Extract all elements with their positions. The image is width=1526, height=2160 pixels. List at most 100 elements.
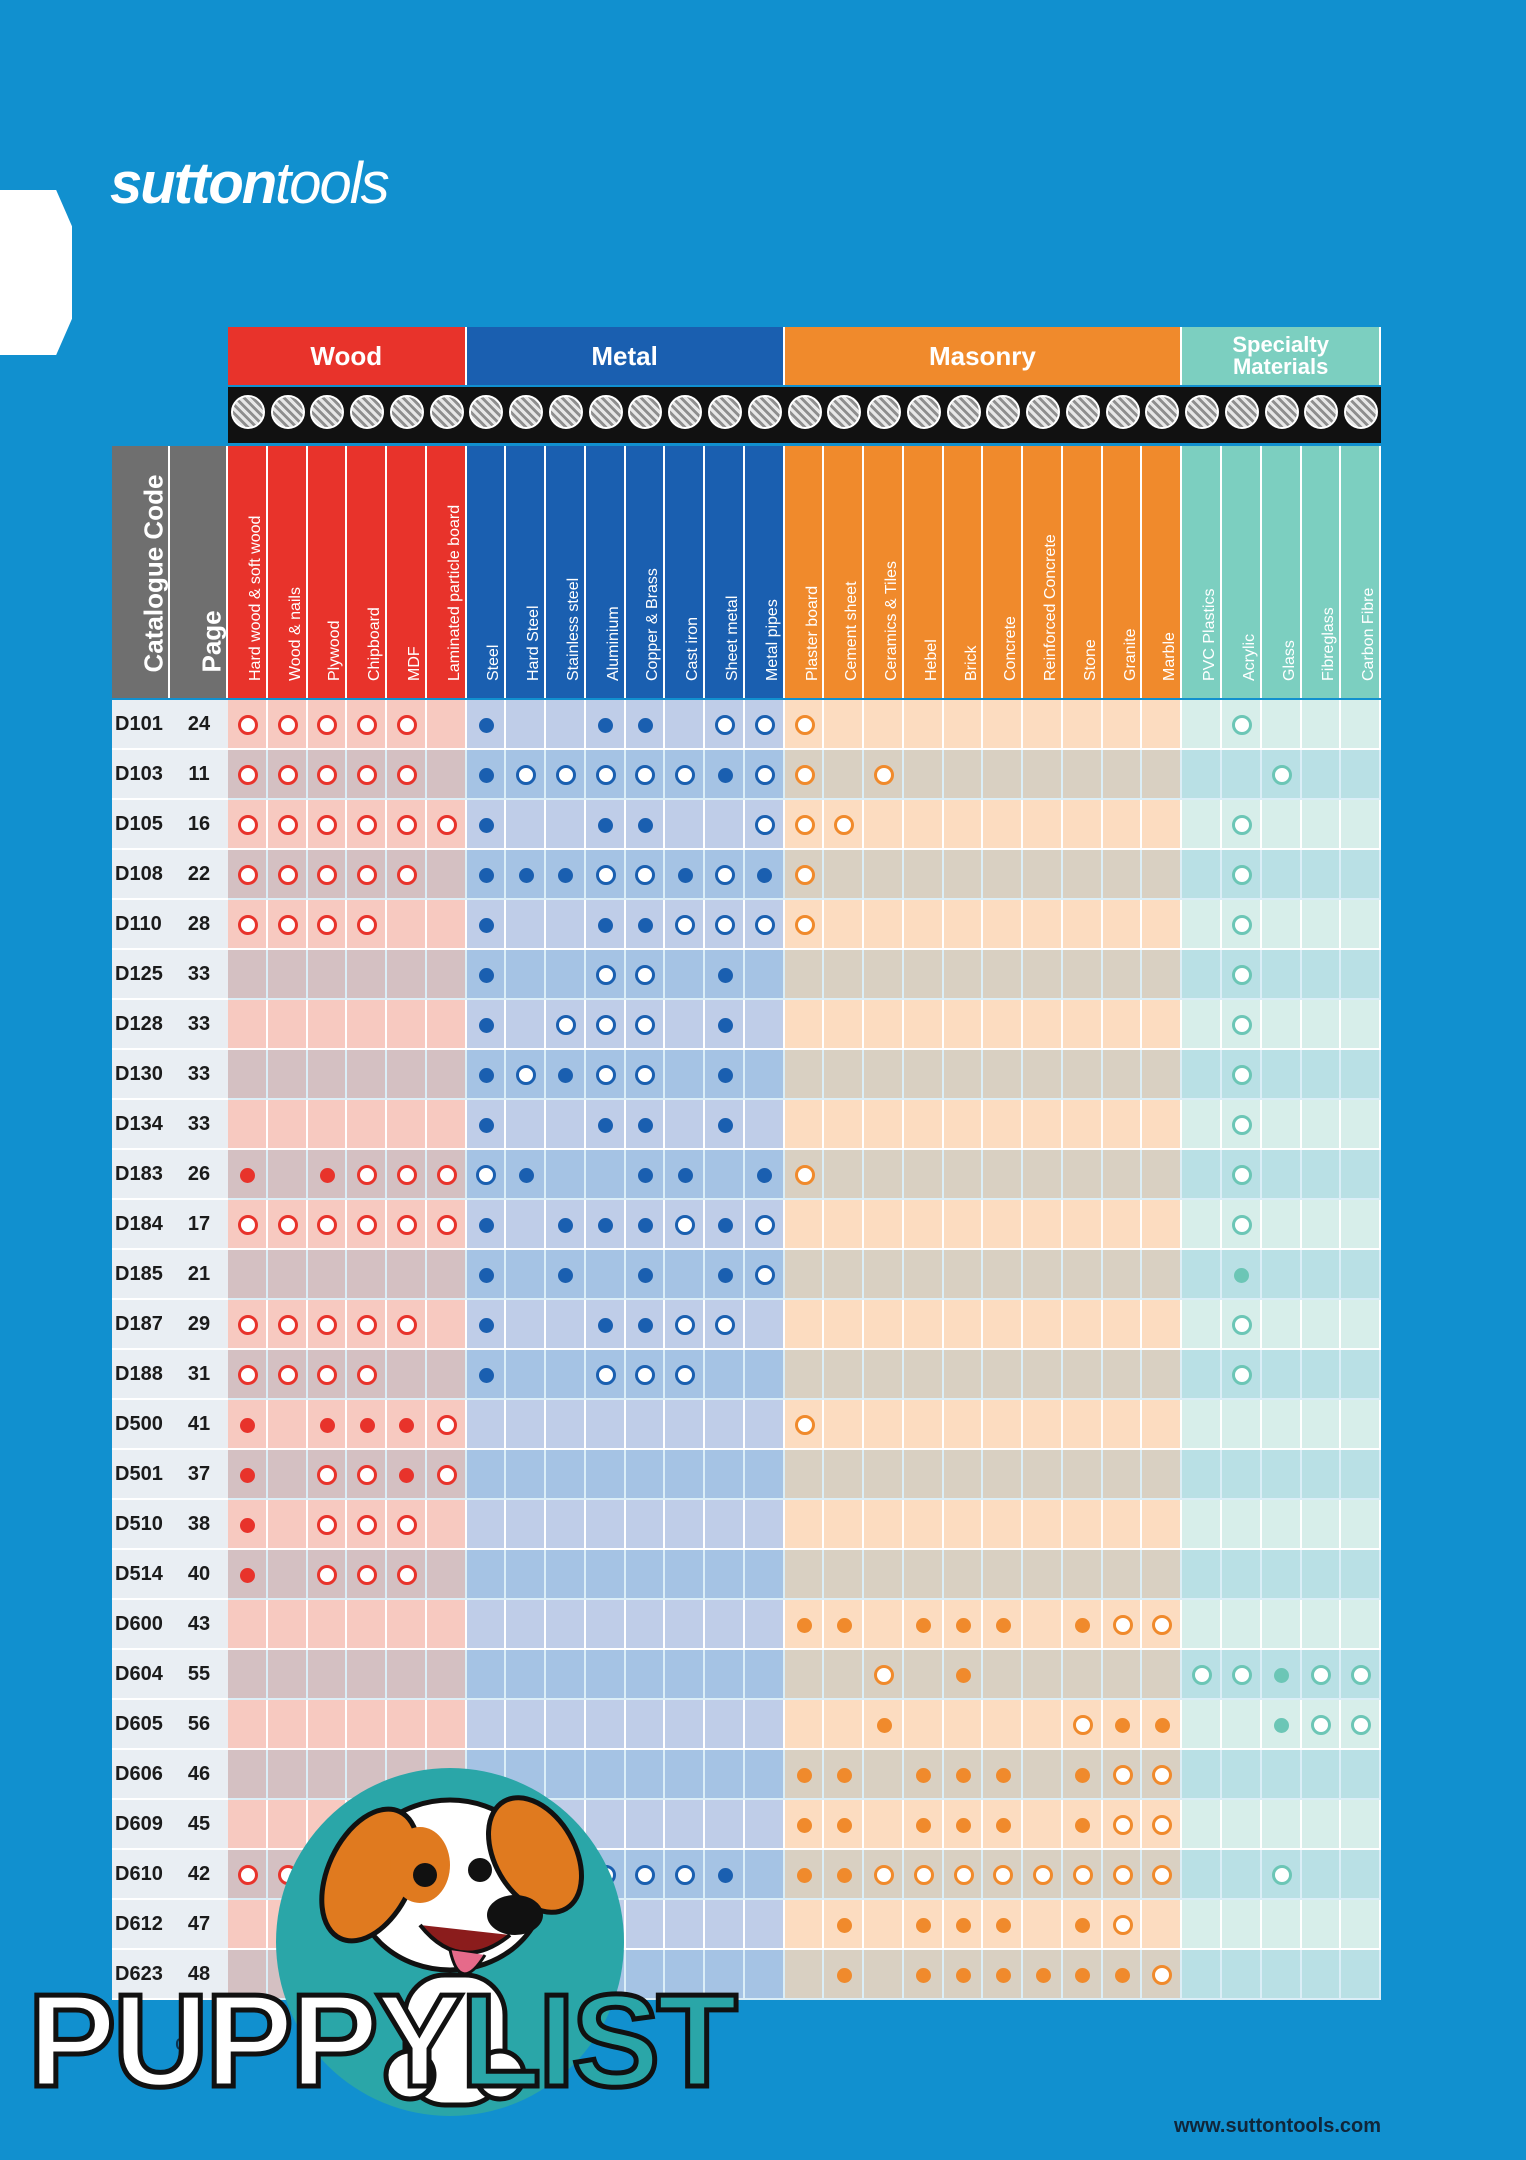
- material-label: Stainless steel: [564, 577, 582, 681]
- table-cell: [1301, 1500, 1342, 1550]
- catalogue-code[interactable]: D187: [112, 1300, 170, 1350]
- table-cell: [546, 950, 586, 1000]
- catalogue-code[interactable]: D600: [112, 1600, 170, 1650]
- table-cell: [1023, 1200, 1063, 1250]
- catalogue-code[interactable]: D606: [112, 1750, 170, 1800]
- table-cell: [1023, 1500, 1063, 1550]
- table-cell: [943, 1350, 984, 1400]
- table-cell: [625, 750, 666, 800]
- table-cell: [585, 1700, 626, 1750]
- catalogue-code[interactable]: D501: [112, 1450, 170, 1500]
- table-cell: [506, 1700, 547, 1750]
- suitable-dot: [1231, 1665, 1252, 1685]
- table-cell: [983, 1050, 1024, 1100]
- table-cell: [665, 1050, 706, 1100]
- catalogue-code[interactable]: D510: [112, 1500, 170, 1550]
- table-cell: [1023, 1400, 1063, 1450]
- primary-use-dot: [478, 917, 494, 933]
- catalogue-code[interactable]: D105: [112, 800, 170, 850]
- table-cell: [1301, 900, 1342, 950]
- table-cell: [1062, 1050, 1103, 1100]
- suitable-dot: [1112, 1865, 1133, 1885]
- table-cell: [1102, 1300, 1143, 1350]
- material-header: Copper & Brass: [625, 446, 666, 698]
- catalogue-code[interactable]: D110: [112, 900, 170, 950]
- table-cell: [1301, 1100, 1342, 1150]
- table-cell: [228, 1050, 268, 1100]
- table-cell: [347, 1650, 388, 1700]
- catalogue-code[interactable]: D514: [112, 1550, 170, 1600]
- catalogue-code[interactable]: D134: [112, 1100, 170, 1150]
- table-cell: [744, 1300, 785, 1350]
- catalogue-code[interactable]: D101: [112, 700, 170, 750]
- catalogue-code[interactable]: D185: [112, 1250, 170, 1300]
- table-cell: [1261, 850, 1302, 900]
- table-cell: [943, 750, 984, 800]
- primary-use-dot: [240, 1567, 256, 1583]
- table-cell: [1261, 1800, 1302, 1850]
- primary-use-dot: [836, 1817, 852, 1833]
- material-header: Plaster board: [784, 446, 825, 698]
- table-cell: [506, 1300, 547, 1350]
- catalogue-code[interactable]: D130: [112, 1050, 170, 1100]
- table-cell: [1261, 800, 1302, 850]
- table-cell: [1182, 900, 1222, 950]
- page-number: 33: [170, 950, 228, 1000]
- table-cell: [864, 1250, 904, 1300]
- table-cell: [1102, 900, 1143, 950]
- table-cell: [824, 750, 865, 800]
- table-cell: [426, 850, 467, 900]
- suitable-dot: [357, 1465, 378, 1485]
- table-cell: [267, 1050, 308, 1100]
- catalogue-code[interactable]: D610: [112, 1850, 170, 1900]
- table-cell: [1341, 1950, 1382, 2000]
- table-cell: [347, 1050, 388, 1100]
- table-cell: [1142, 1500, 1183, 1550]
- catalogue-code[interactable]: D183: [112, 1150, 170, 1200]
- suitable-dot: [1033, 1865, 1054, 1885]
- table-cell: [824, 1250, 865, 1300]
- table-cell: [744, 1750, 785, 1800]
- primary-use-dot: [1075, 1917, 1091, 1933]
- suitable-dot: [874, 1865, 895, 1885]
- catalogue-code[interactable]: D108: [112, 850, 170, 900]
- table-cell: [1222, 1450, 1262, 1500]
- table-cell: [1261, 950, 1302, 1000]
- table-cell: [943, 1250, 984, 1300]
- catalogue-code[interactable]: D184: [112, 1200, 170, 1250]
- catalogue-code[interactable]: D188: [112, 1350, 170, 1400]
- primary-use-dot: [478, 967, 494, 983]
- group-header-specialty: Specialty Materials: [1182, 327, 1382, 385]
- catalogue-code[interactable]: D125: [112, 950, 170, 1000]
- primary-use-dot: [717, 1217, 733, 1233]
- catalogue-code[interactable]: D128: [112, 1000, 170, 1050]
- suitable-dot: [1231, 1065, 1252, 1085]
- catalogue-code[interactable]: D605: [112, 1700, 170, 1750]
- table-cell: [665, 1400, 706, 1450]
- material-texture-icon: [230, 395, 265, 429]
- table-cell: [387, 1000, 427, 1050]
- primary-use-dot: [717, 1267, 733, 1283]
- table-cell: [903, 1450, 944, 1500]
- material-texture-icon: [906, 395, 941, 429]
- table-cell: [1222, 1850, 1262, 1900]
- primary-use-dot: [478, 717, 494, 733]
- suitable-dot: [357, 915, 378, 935]
- table-cell: [983, 1300, 1024, 1350]
- catalogue-code[interactable]: D500: [112, 1400, 170, 1450]
- catalogue-code[interactable]: D612: [112, 1900, 170, 1950]
- material-label: Stone: [1081, 639, 1099, 681]
- suitable-dot: [1231, 815, 1252, 835]
- primary-use-dot: [478, 817, 494, 833]
- table-cell: [1261, 1950, 1302, 2000]
- table-cell: [784, 1450, 825, 1500]
- catalogue-code[interactable]: D604: [112, 1650, 170, 1700]
- material-texture-icon: [1026, 395, 1061, 429]
- footer-url[interactable]: www.suttontools.com: [1173, 2115, 1381, 2137]
- suitable-dot: [476, 1165, 497, 1185]
- catalogue-code[interactable]: D609: [112, 1800, 170, 1850]
- catalogue-code[interactable]: D103: [112, 750, 170, 800]
- table-cell: [387, 900, 427, 950]
- catalogue-code[interactable]: D623: [112, 1950, 170, 2000]
- table-cell: [864, 1200, 904, 1250]
